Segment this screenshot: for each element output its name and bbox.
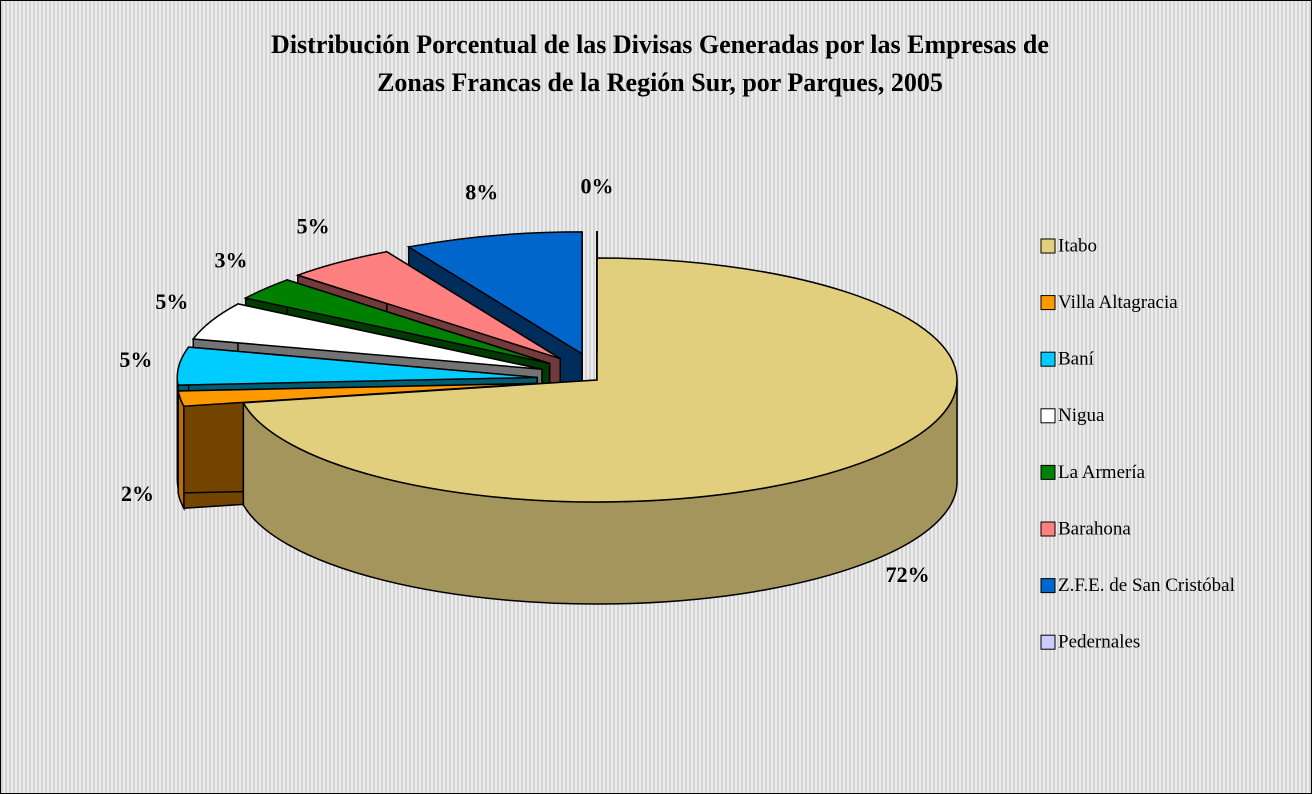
pie	[176, 231, 958, 605]
data-label: 8%	[465, 179, 498, 204]
legend-label: Itabo	[1058, 235, 1097, 256]
data-label: 2%	[121, 481, 154, 506]
legend-swatch	[1040, 238, 1056, 254]
legend-swatch	[1040, 521, 1056, 537]
legend-swatch	[1040, 634, 1056, 650]
slice	[406, 231, 583, 356]
legend-label: Baní	[1058, 349, 1095, 370]
legend-label: Nigua	[1058, 405, 1105, 426]
chart-title: Distribución Porcentual de las Divisas G…	[271, 30, 1049, 59]
legend-swatch	[1040, 464, 1056, 480]
data-label: 72%	[886, 562, 930, 587]
data-label: 5%	[119, 347, 152, 372]
legend-label: Pedernales	[1058, 632, 1140, 653]
legend-swatch	[1040, 578, 1056, 594]
legend-label: Z.F.E. de San Cristóbal	[1058, 575, 1235, 596]
legend-label: La Armería	[1058, 462, 1146, 483]
data-label: 0%	[581, 173, 614, 198]
slice	[177, 382, 538, 408]
slice	[242, 257, 958, 503]
legend-swatch	[1040, 408, 1056, 424]
slice	[295, 250, 561, 360]
legend-swatch	[1040, 295, 1056, 311]
slice	[176, 346, 538, 386]
legend-label: Villa Altagracia	[1058, 292, 1178, 313]
data-label: 5%	[297, 214, 330, 239]
legend-swatch	[1040, 351, 1056, 367]
slice	[243, 279, 550, 365]
data-label: 5%	[155, 289, 188, 314]
slice-side	[177, 390, 185, 512]
chart-title: Zonas Francas de la Región Sur, por Parq…	[377, 68, 943, 97]
slice	[191, 303, 543, 371]
legend-label: Barahona	[1058, 518, 1131, 539]
data-label: 3%	[215, 248, 248, 273]
